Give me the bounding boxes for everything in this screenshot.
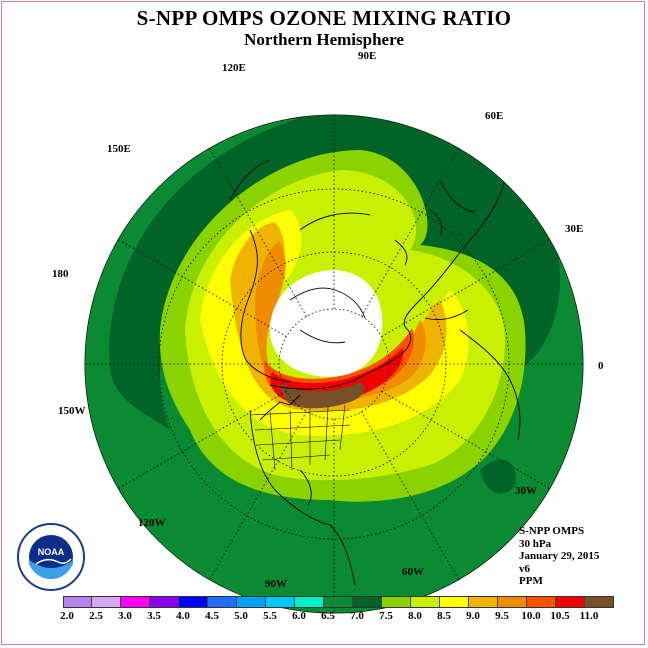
- lon-label-150e: 150E: [107, 143, 131, 155]
- colorbar-tick-label: 6.0: [292, 610, 306, 622]
- colorbar-swatch: [179, 596, 208, 608]
- lon-label-90e: 90E: [358, 50, 377, 62]
- noaa-logo: NOAA: [16, 522, 86, 592]
- colorbar-tick-label: 2.0: [60, 610, 74, 622]
- colorbar-tick-label: 7.0: [350, 610, 364, 622]
- lon-label-90w: 90W: [265, 578, 287, 590]
- colorbar-swatch: [92, 596, 121, 608]
- colorbar-tick-label: 3.5: [147, 610, 161, 622]
- ozone-band-7.0: [109, 115, 560, 430]
- colorbar-swatch: [237, 596, 266, 608]
- page-subtitle: Northern Hemisphere: [244, 30, 404, 49]
- lon-label-120w: 120W: [138, 517, 166, 529]
- lon-label-150w: 150W: [58, 405, 86, 417]
- colorbar-swatch: [469, 596, 498, 608]
- lon-label-60e: 60E: [485, 110, 504, 122]
- lon-label-60w: 60W: [402, 566, 424, 578]
- colorbar-tick-label: 4.5: [205, 610, 219, 622]
- meridian-line: [381, 239, 550, 337]
- colorbar-tick-label: 9.5: [495, 610, 509, 622]
- lon-label-120e: 120E: [222, 62, 246, 74]
- lon-label-30e: 30E: [565, 223, 584, 235]
- colorbar-tick-label: 2.5: [89, 610, 103, 622]
- missing-data-pole: [269, 270, 383, 377]
- meridian-line: [118, 391, 287, 489]
- info-version: v6: [519, 562, 530, 575]
- meridian-line: [361, 148, 459, 317]
- colorbar-tick-label: 3.0: [118, 610, 132, 622]
- colorbar-swatch: [208, 596, 237, 608]
- colorbar-swatch: [150, 596, 179, 608]
- colorbar-tick-label: 6.5: [321, 610, 335, 622]
- colorbar-swatch: [498, 596, 527, 608]
- page-title: S-NPP OMPS OZONE MIXING RATIO: [136, 6, 512, 30]
- colorbar-swatch: [556, 596, 585, 608]
- meridian-line: [209, 411, 307, 580]
- colorbar-swatch: [266, 596, 295, 608]
- colorbar-tick-label: 5.0: [234, 610, 248, 622]
- colorbar-swatch: [411, 596, 440, 608]
- colorbar-swatch: [121, 596, 150, 608]
- lon-label-180: 180: [52, 268, 69, 280]
- meridian-line: [209, 148, 307, 317]
- meridian-lines: [85, 115, 583, 613]
- info-instrument: S-NPP OMPS: [519, 525, 585, 537]
- colorbar-swatch: [295, 596, 324, 608]
- colorbar-tick-label: 7.5: [379, 610, 393, 622]
- info-units: PPM: [519, 575, 543, 587]
- meridian-line: [381, 391, 550, 489]
- lon-label-0: 0: [598, 360, 604, 372]
- state-borders: [249, 404, 351, 471]
- ozone-band-10.5: [270, 348, 404, 405]
- ozone-band-11.0: [281, 382, 365, 409]
- colorbar-swatch: [324, 596, 353, 608]
- ozone-band-7.0-b: [480, 459, 516, 494]
- noaa-logo-text: NOAA: [38, 547, 65, 557]
- colorbar-tick-label: 4.0: [176, 610, 190, 622]
- colorbar-tick-label: 8.0: [408, 610, 422, 622]
- colorbar-swatch: [63, 596, 92, 608]
- meridian-line: [361, 411, 459, 580]
- colorbar-tick-label: 8.5: [437, 610, 451, 622]
- colorbar-tick-label: 10.5: [550, 610, 570, 622]
- colorbar-swatch: [527, 596, 556, 608]
- ozone-band-9.5: [255, 242, 426, 402]
- colorbar-tick-label: 9.0: [466, 610, 480, 622]
- info-date: January 29, 2015: [519, 550, 600, 562]
- colorbar: 2.0 2.5 3.0 3.5 4.0 4.5 5.0 5.5 6.0 6.5 7.0 7.5 8.0 8…: [60, 596, 614, 622]
- lon-label-30w: 30W: [515, 485, 537, 497]
- meridian-line: [118, 239, 287, 337]
- colorbar-swatch: [440, 596, 469, 608]
- colorbar-tick-label: 5.5: [263, 610, 277, 622]
- colorbar-tick-label: 10.0: [521, 610, 541, 622]
- colorbar-tick-label: 11.0: [579, 610, 599, 622]
- colorbar-swatch: [585, 596, 614, 608]
- info-block: S-NPP OMPS 30 hPa January 29, 2015 v6 PP…: [519, 525, 599, 588]
- info-level: 30 hPa: [519, 537, 552, 550]
- colorbar-swatch: [382, 596, 411, 608]
- colorbar-swatch: [353, 596, 382, 608]
